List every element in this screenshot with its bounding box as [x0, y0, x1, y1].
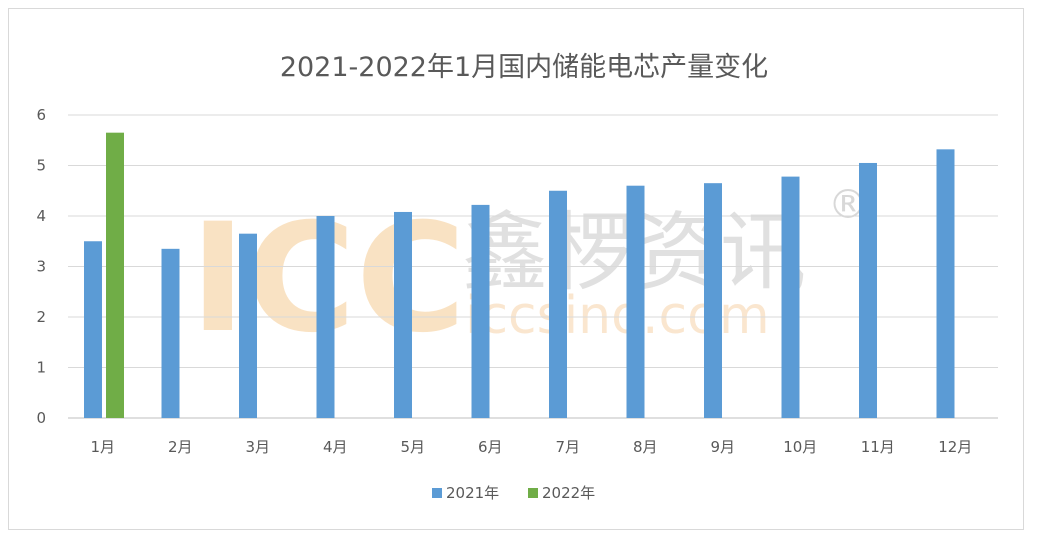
legend-swatch-2021年 [432, 488, 442, 498]
bar-2021年-7月 [549, 190, 567, 418]
y-tick-label: 1 [36, 359, 46, 377]
bar-2021年-2月 [161, 248, 180, 418]
x-tick-label: 3月 [245, 438, 270, 456]
legend: 2021年 2022年 [432, 484, 595, 502]
watermark-url: iccsino.com [465, 286, 770, 346]
y-tick-label: 6 [36, 106, 46, 124]
y-tick-label: 3 [36, 258, 46, 276]
y-tick-label: 5 [36, 157, 46, 175]
bar-2021年-12月 [936, 149, 955, 418]
bars [84, 132, 955, 419]
y-tick-label: 0 [36, 409, 46, 427]
x-tick-label: 7月 [555, 438, 580, 456]
x-tick-label: 10月 [783, 438, 817, 456]
x-tick-label: 2月 [168, 438, 193, 456]
legend-label: 2021年 [446, 484, 499, 502]
bar-2021年-8月 [626, 185, 645, 418]
x-tick-label: 8月 [633, 438, 658, 456]
x-tick-label: 5月 [400, 438, 425, 456]
bar-2021年-4月 [316, 216, 335, 418]
bar-2021年-9月 [704, 183, 722, 418]
x-axis-ticks: 1月 2月 3月 4月 5月 6月 7月 8月 9月 10月 11月 12月 [90, 438, 972, 456]
chart-title: 2021-2022年1月国内储能电芯产量变化 [280, 52, 768, 83]
x-tick-label: 6月 [478, 438, 503, 456]
legend-swatch-2022年 [528, 488, 538, 498]
bar-2021年-5月 [394, 211, 412, 418]
x-tick-label: 9月 [710, 438, 735, 456]
gridlines [68, 114, 998, 419]
x-tick-label: 12月 [938, 438, 972, 456]
legend-label: 2022年 [542, 484, 595, 502]
bar-2021年-1月 [84, 241, 102, 418]
x-tick-label: 4月 [323, 438, 348, 456]
bar-2021年-10月 [781, 176, 800, 418]
watermark: ICC 鑫椤资讯 iccsino.com ® [190, 182, 868, 366]
y-tick-label: 4 [36, 207, 46, 225]
x-tick-label: 1月 [90, 438, 115, 456]
y-axis-ticks: 0 1 2 3 4 5 6 [36, 106, 46, 427]
bar-2022年-1月 [106, 132, 124, 419]
bar-2021年-3月 [239, 233, 257, 418]
bar-2021年-6月 [471, 204, 490, 418]
x-tick-label: 11月 [861, 438, 895, 456]
bar-2021年-11月 [859, 162, 877, 418]
y-tick-label: 2 [36, 308, 46, 326]
